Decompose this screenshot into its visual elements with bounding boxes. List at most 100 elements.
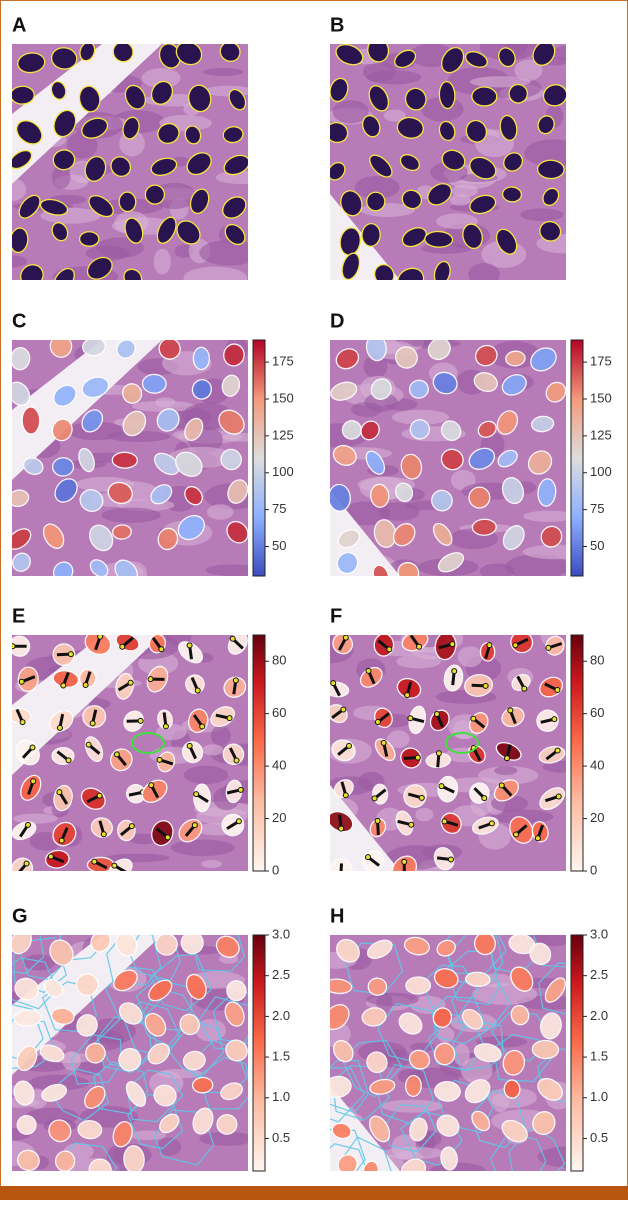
arrow-head [48,854,53,859]
colorbar-tick-label: 80 [590,653,604,668]
stroma [207,504,233,519]
arrow-head [129,824,134,829]
colorbar-tick-label: 75 [590,501,604,516]
nucleus [78,1120,102,1139]
arrow-head [194,792,199,797]
colorbar-tick-label: 1.0 [272,1089,290,1104]
arrow-head [148,677,153,682]
colorbar-tick-label: 0.5 [272,1130,290,1145]
nucleus [361,223,380,247]
nucleus [142,374,166,394]
colorbar [571,635,583,871]
arrow-head [114,752,119,757]
arrow-head [375,818,380,823]
stroma [523,511,575,522]
stroma [538,1147,594,1168]
arrow-head [436,751,441,756]
histology-image [6,628,274,884]
nucleus [434,1081,461,1102]
arrow-head [419,795,424,800]
stroma [494,766,517,775]
colorbar-tick-label: 50 [590,538,604,553]
nucleus [11,86,35,104]
arrow-head [30,745,35,750]
colorbar-tick-label: 2.0 [272,1008,290,1023]
arrow-head [120,644,125,649]
arrow-head [234,758,239,763]
histology-image [324,34,587,294]
arrow-head [415,755,420,760]
colorbar-tick-label: 75 [272,501,286,516]
arrow-head [452,669,457,674]
arrow-head [149,783,154,788]
arrow-head [546,645,551,650]
colorbar-tick-label: 2.5 [272,967,290,982]
arrow-head [59,838,64,843]
arrow-head [471,716,476,721]
arrow-head [90,721,95,726]
nucleus [367,192,385,210]
colorbar-tick-label: 125 [272,427,294,442]
arrow-head [24,861,29,866]
stroma [203,68,243,76]
stroma [520,208,563,221]
arrow-head [92,859,97,864]
colorbar [253,635,265,871]
arrow-head [555,688,560,693]
nucleus [22,407,40,434]
colorbar-tick-label: 100 [272,464,294,479]
arrow-head [513,643,518,648]
stroma [201,860,221,868]
histology-image [0,38,266,295]
colorbar [571,935,583,1171]
arrow-head [331,681,336,686]
arrow-head [83,682,88,687]
histology-image [310,332,588,587]
panel: G0.51.01.52.02.53.0 [0,905,290,1194]
stroma [211,725,231,745]
colorbar-tick-label: 20 [272,810,286,825]
colorbar-tick-label: 0.5 [590,1130,608,1145]
arrow-head [61,683,66,688]
colorbar-tick-label: 40 [272,758,286,773]
arrow-shaft [341,863,342,877]
arrow-head [339,826,344,831]
arrow-head [341,707,346,712]
colorbar-tick-label: 40 [590,758,604,773]
arrow-head [366,668,371,673]
colorbar-tick-label: 60 [272,705,286,720]
arrow-head [68,652,73,657]
arrow-head [555,748,560,753]
panel-label: B [330,14,344,36]
arrow-head [157,757,162,762]
nucleus [424,231,452,248]
nucleus [52,458,73,477]
stroma [367,70,421,84]
nucleus [80,232,99,246]
arrow-head [192,823,197,828]
arrow-head [449,857,454,862]
nucleus [192,1077,213,1093]
stroma [184,766,228,784]
arrow-head [10,644,15,649]
arrow-head [408,716,413,721]
panel-label: G [12,905,28,927]
arrow-head [31,779,36,784]
panel-label: H [330,905,344,927]
stroma [468,263,499,286]
arrow-head [195,688,200,693]
nucleus [406,977,431,994]
arrow-head [405,693,410,698]
colorbar [571,340,583,576]
panel: B [324,14,587,294]
histology-image [300,916,594,1200]
arrow-head [98,634,103,639]
arrow-head [489,821,494,826]
footer-bar [0,1186,628,1200]
panel: H0.51.01.52.02.53.0 [300,905,608,1200]
arrow-head [483,683,488,688]
colorbar-tick-label: 100 [590,464,612,479]
colorbar-tick-label: 2.0 [590,1008,608,1023]
